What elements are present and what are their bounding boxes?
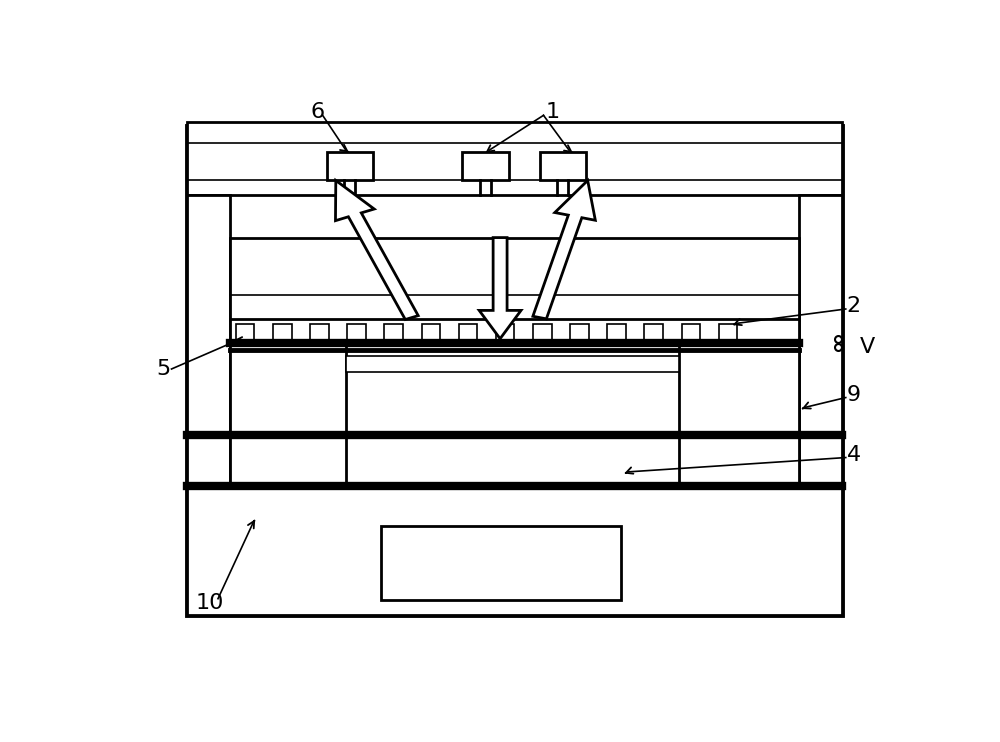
Bar: [187, 194, 230, 486]
Bar: [273, 324, 292, 341]
Text: 4: 4: [846, 444, 861, 464]
FancyArrow shape: [479, 237, 521, 338]
Bar: [799, 194, 842, 486]
Bar: [230, 344, 799, 486]
Bar: [310, 324, 329, 341]
Bar: [346, 356, 679, 372]
Bar: [326, 152, 373, 180]
Bar: [719, 324, 737, 341]
Bar: [384, 324, 403, 341]
FancyArrow shape: [335, 180, 418, 320]
Bar: [644, 324, 663, 341]
Text: 9: 9: [846, 384, 861, 404]
Bar: [347, 324, 366, 341]
Bar: [187, 126, 842, 614]
Bar: [381, 526, 621, 600]
Bar: [187, 122, 842, 194]
Bar: [533, 324, 552, 341]
Text: 5: 5: [157, 359, 171, 379]
Bar: [230, 237, 799, 321]
Bar: [540, 152, 586, 180]
Text: 6: 6: [310, 102, 324, 122]
Bar: [422, 324, 440, 341]
Text: 2: 2: [846, 296, 861, 316]
Bar: [462, 152, 509, 180]
Bar: [187, 486, 842, 614]
Text: 10: 10: [196, 594, 224, 613]
Bar: [607, 324, 626, 341]
Bar: [682, 324, 700, 341]
Bar: [236, 324, 254, 341]
Bar: [570, 324, 589, 341]
Bar: [459, 324, 477, 341]
Text: V: V: [860, 338, 875, 358]
Bar: [496, 324, 514, 341]
Text: 1: 1: [546, 102, 560, 122]
Bar: [230, 319, 799, 344]
FancyArrow shape: [533, 180, 595, 319]
